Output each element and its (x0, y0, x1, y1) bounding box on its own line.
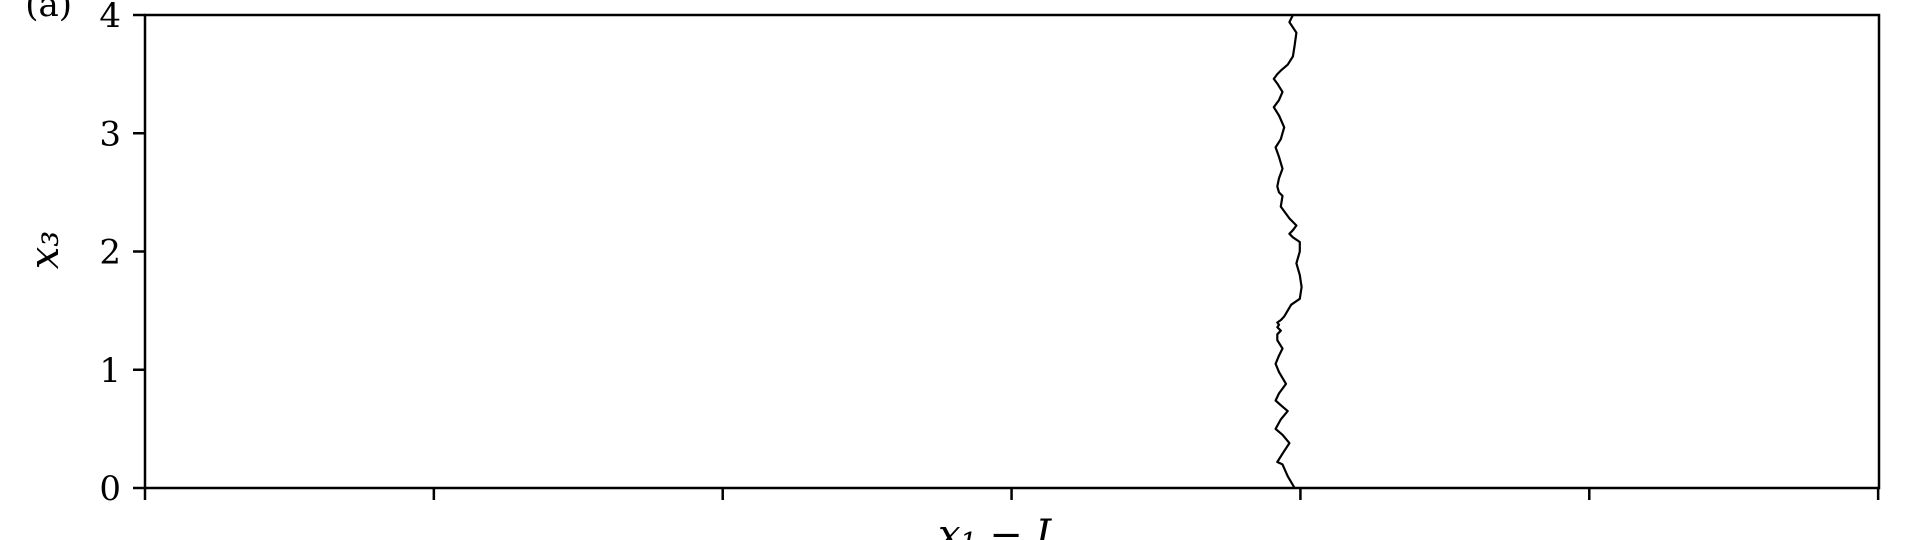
y-tick-label: 1 (99, 351, 121, 391)
panel-label: (a) (25, 0, 72, 25)
series-line (1272, 13, 1303, 490)
y-tick-label: 3 (99, 114, 121, 154)
y-tick-label: 0 (99, 469, 121, 509)
y-tick-label: 4 (99, 0, 121, 36)
y-axis-ticks: 0 1 2 3 4 (99, 0, 145, 509)
y-axis-label: x₃ (22, 231, 68, 270)
plot-area (143, 13, 1881, 490)
x-axis-ticks (143, 488, 1880, 500)
y-tick-label: 2 (99, 233, 121, 273)
x-axis-label: x₁ − L (938, 512, 1062, 540)
